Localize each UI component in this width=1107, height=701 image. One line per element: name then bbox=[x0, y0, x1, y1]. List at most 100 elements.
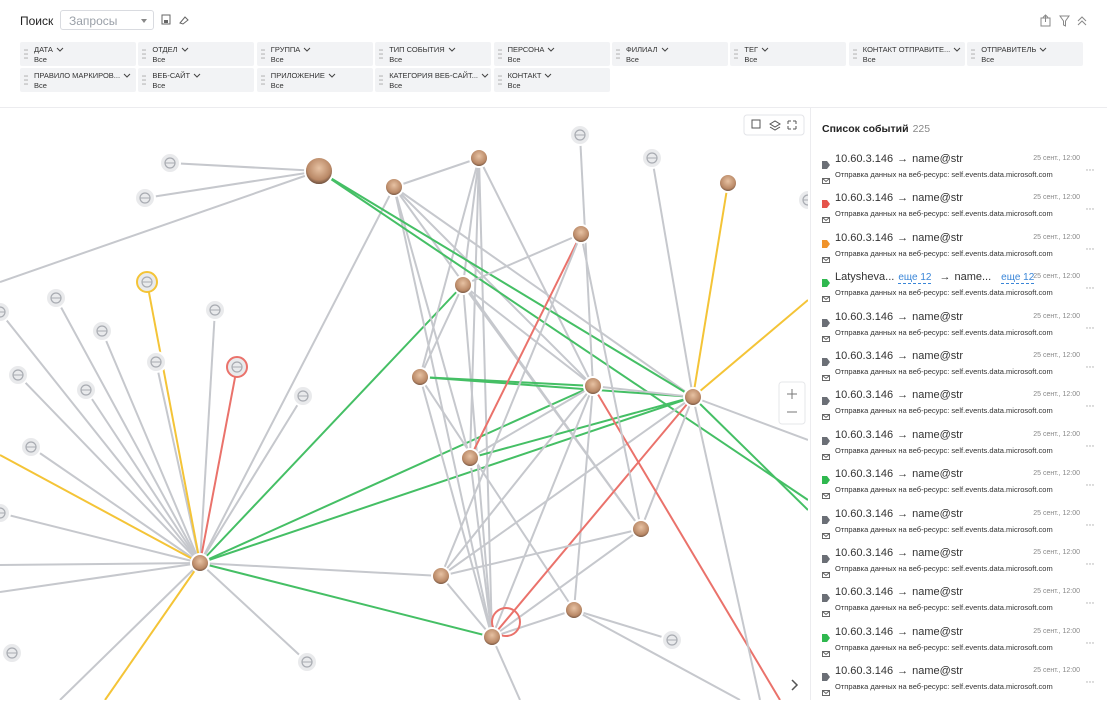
resource-node[interactable] bbox=[0, 301, 11, 323]
event-menu[interactable] bbox=[1086, 631, 1094, 649]
person-node[interactable] bbox=[431, 566, 451, 586]
layers-tool[interactable] bbox=[769, 120, 781, 131]
event-item[interactable]: 10.60.3.146 → name@str 25 сент., 12:00 Отпра… bbox=[811, 621, 1107, 659]
event-item[interactable]: 10.60.3.146 → name@str 25 сент., 12:00 Отпра… bbox=[811, 187, 1107, 225]
filter-chip[interactable]: ТИП СОБЫТИЯ Все bbox=[375, 42, 492, 66]
event-menu[interactable] bbox=[1086, 355, 1094, 373]
resource-node[interactable] bbox=[45, 287, 67, 309]
event-graph[interactable] bbox=[0, 108, 808, 700]
resource-node[interactable] bbox=[204, 299, 226, 321]
event-source: Latyshevа... bbox=[835, 271, 895, 284]
drag-handle bbox=[734, 48, 739, 66]
avatar bbox=[683, 387, 703, 407]
fullscreen-tool[interactable] bbox=[787, 120, 797, 130]
event-menu[interactable] bbox=[1086, 158, 1094, 176]
header-tools[interactable] bbox=[1040, 14, 1092, 28]
event-menu[interactable] bbox=[1086, 237, 1094, 255]
person-node[interactable] bbox=[190, 553, 210, 573]
event-menu[interactable] bbox=[1086, 591, 1094, 609]
select-tool[interactable] bbox=[751, 119, 761, 129]
person-node[interactable] bbox=[564, 600, 584, 620]
filter-chip[interactable]: ПЕРСОНА Все bbox=[493, 42, 610, 66]
filter-chip[interactable]: КАТЕГОРИЯ ВЕБ-САЙТ... Все bbox=[375, 68, 492, 92]
resource-node[interactable] bbox=[226, 356, 248, 378]
event-item[interactable]: 10.60.3.146 → name@str 25 сент., 12:00 Отпра… bbox=[811, 542, 1107, 580]
event-head: Latyshevа... еще 12 → name... еще 12 bbox=[835, 271, 1038, 285]
edge bbox=[199, 562, 493, 638]
resource-node[interactable] bbox=[569, 124, 591, 146]
resource-node[interactable] bbox=[0, 502, 11, 524]
resource-node[interactable] bbox=[1, 642, 23, 664]
resource-node[interactable] bbox=[145, 351, 167, 373]
resource-node[interactable] bbox=[7, 364, 29, 386]
zoom-in[interactable] bbox=[787, 389, 797, 399]
more-link[interactable]: еще 12 bbox=[898, 272, 932, 285]
person-node[interactable] bbox=[683, 387, 703, 407]
expand-panel[interactable] bbox=[791, 679, 799, 691]
filter-chip[interactable]: ОТПРАВИТЕЛЬ Все bbox=[967, 42, 1084, 66]
event-item[interactable]: 10.60.3.146 → name@str 25 сент., 12:00 Отпра… bbox=[811, 384, 1107, 422]
filter-chip[interactable]: ФИЛИАЛ Все bbox=[612, 42, 728, 66]
person-node[interactable] bbox=[631, 519, 651, 539]
event-menu[interactable] bbox=[1086, 394, 1094, 412]
filter-chip[interactable]: ПРИЛОЖЕНИЕ Все bbox=[256, 68, 373, 92]
filter-chip[interactable]: ГРУППА Все bbox=[256, 42, 373, 66]
event-menu[interactable] bbox=[1086, 513, 1094, 531]
resource-node[interactable] bbox=[797, 189, 808, 211]
person-node[interactable] bbox=[583, 376, 603, 396]
resource-node[interactable] bbox=[134, 187, 156, 209]
event-menu[interactable] bbox=[1086, 473, 1094, 491]
event-item[interactable]: 10.60.3.146 → name@str 25 сент., 12:00 Отпра… bbox=[811, 424, 1107, 462]
filter-chip[interactable]: КОНТАКТ ОТПРАВИТЕ... Все bbox=[848, 42, 965, 66]
event-item[interactable]: 10.60.3.146 → name@str 25 сент., 12:00 Отпра… bbox=[811, 345, 1107, 383]
filter-chip[interactable]: ТЕГ Все bbox=[730, 42, 847, 66]
event-item[interactable]: 10.60.3.146 → name@str 25 сент., 12:00 Отпра… bbox=[811, 227, 1107, 265]
edge bbox=[0, 562, 201, 566]
resource-node[interactable] bbox=[75, 379, 97, 401]
event-item[interactable]: 10.60.3.146 → name@str 25 сент., 12:00 Отпра… bbox=[811, 660, 1107, 698]
filter-chip[interactable]: ВЕБ-САЙТ Все bbox=[138, 68, 255, 92]
event-menu[interactable] bbox=[1086, 670, 1094, 688]
filter-chip[interactable]: КОНТАКТ Все bbox=[493, 68, 610, 92]
event-menu[interactable] bbox=[1086, 276, 1094, 294]
edge bbox=[169, 162, 320, 172]
more-link[interactable]: еще 12 bbox=[1001, 272, 1035, 285]
event-item[interactable]: 10.60.3.146 → name@str 25 сент., 12:00 Отпра… bbox=[811, 306, 1107, 344]
filter-chip[interactable]: ПРАВИЛО МАРКИРОВ... Все bbox=[20, 68, 136, 92]
event-item[interactable]: 10.60.3.146 → name@str 25 сент., 12:00 Отпра… bbox=[811, 503, 1107, 541]
resource-node[interactable] bbox=[292, 385, 314, 407]
envelope-icon bbox=[822, 486, 830, 504]
event-time: 25 сент., 12:00 bbox=[1033, 352, 1080, 359]
event-menu[interactable] bbox=[1086, 552, 1094, 570]
edge bbox=[393, 186, 594, 387]
event-menu[interactable] bbox=[1086, 316, 1094, 334]
person-node[interactable] bbox=[384, 177, 404, 197]
event-menu[interactable] bbox=[1086, 197, 1094, 215]
filter-chip[interactable]: ДАТА Все bbox=[20, 42, 136, 66]
resource-node[interactable] bbox=[136, 271, 158, 293]
filter-chip[interactable]: ОТДЕЛ Все bbox=[138, 42, 255, 66]
resource-node[interactable] bbox=[296, 651, 318, 673]
event-item[interactable]: 10.60.3.146 → name@str 25 сент., 12:00 Отпра… bbox=[811, 581, 1107, 619]
person-node[interactable] bbox=[460, 448, 480, 468]
event-source: 10.60.3.146 bbox=[835, 350, 894, 362]
person-node[interactable] bbox=[718, 173, 738, 193]
resource-node[interactable] bbox=[661, 629, 683, 651]
person-node[interactable] bbox=[482, 627, 502, 647]
person-node[interactable] bbox=[453, 275, 473, 295]
event-item[interactable]: 10.60.3.146 → name@str 25 сент., 12:00 Отпра… bbox=[811, 463, 1107, 501]
resource-node[interactable] bbox=[91, 320, 113, 342]
event-item[interactable]: Latyshevа... еще 12 → name... еще 12 25 сент.… bbox=[811, 266, 1107, 304]
person-node[interactable] bbox=[304, 156, 334, 186]
resource-node[interactable] bbox=[159, 152, 181, 174]
person-node[interactable] bbox=[469, 148, 489, 168]
query-select[interactable]: Запросы bbox=[60, 10, 154, 30]
person-node[interactable] bbox=[571, 224, 591, 244]
resource-node[interactable] bbox=[641, 147, 663, 169]
event-menu[interactable] bbox=[1086, 434, 1094, 452]
event-time: 25 сент., 12:00 bbox=[1033, 667, 1080, 675]
resource-node[interactable] bbox=[20, 436, 42, 458]
person-node[interactable] bbox=[410, 367, 430, 387]
event-item[interactable]: 10.60.3.146 → name@str 25 сент., 12:00 Отпра… bbox=[811, 148, 1107, 186]
search-actions[interactable] bbox=[161, 14, 191, 26]
